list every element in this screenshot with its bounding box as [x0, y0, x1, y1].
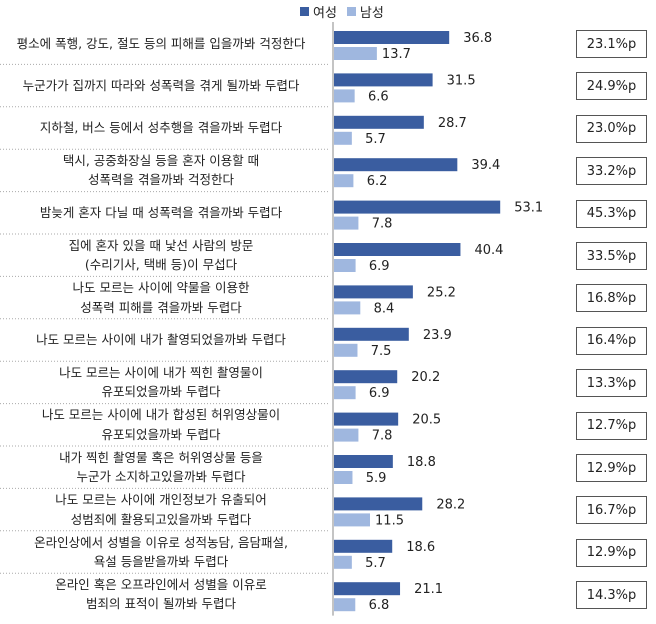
data-label-male: 6.8 — [369, 598, 390, 613]
bar-female — [334, 285, 413, 299]
bar-female — [334, 31, 450, 44]
data-label-female: 20.5 — [412, 413, 441, 428]
legend-label-female: 여성 — [313, 5, 337, 21]
legend-swatch-female — [300, 6, 309, 16]
data-label-male: 5.7 — [365, 132, 386, 147]
data-label-female: 23.9 — [423, 328, 452, 343]
bar-female — [334, 327, 409, 341]
data-label-female: 28.7 — [438, 116, 467, 131]
bar-female — [334, 497, 423, 511]
bar-female — [334, 200, 501, 214]
legend-item-male: 남성 — [346, 2, 384, 21]
bar-female — [334, 539, 393, 553]
chart-legend: 여성 남성 — [300, 2, 394, 21]
bar-male — [334, 598, 356, 612]
data-label-female: 18.8 — [407, 455, 436, 470]
data-label-female: 20.2 — [411, 370, 440, 385]
bar-female — [334, 158, 458, 172]
data-label-female: 40.4 — [474, 243, 503, 258]
legend-label-male: 남성 — [359, 5, 384, 21]
data-label-male: 6.6 — [368, 89, 389, 104]
bar-male — [334, 428, 359, 442]
bar-male — [334, 301, 361, 315]
legend-item-female: 여성 — [300, 2, 337, 21]
bar-male — [334, 259, 356, 272]
data-label-female: 28.2 — [436, 497, 465, 512]
bar-male — [334, 174, 354, 188]
bar-male — [334, 131, 352, 145]
data-label-male: 7.5 — [371, 344, 392, 359]
data-label-female: 53.1 — [514, 201, 543, 216]
bar-female — [334, 73, 433, 87]
data-label-female: 36.8 — [463, 31, 492, 46]
bar-male — [334, 513, 370, 527]
bar-male — [334, 216, 359, 230]
data-label-male: 6.2 — [367, 174, 388, 189]
bar-male — [334, 47, 377, 60]
bar-male — [334, 89, 355, 103]
bar-male — [334, 471, 353, 484]
data-label-male: 5.7 — [365, 556, 386, 571]
bar-male — [334, 555, 352, 569]
data-label-male: 11.5 — [375, 513, 404, 528]
data-label-female: 31.5 — [447, 73, 476, 88]
bar-female — [334, 243, 461, 256]
bar-female — [334, 455, 393, 468]
bar-female — [334, 370, 398, 384]
data-label-female: 18.6 — [406, 540, 435, 555]
data-label-female: 25.2 — [427, 285, 456, 300]
bar-female — [334, 412, 399, 426]
data-label-female: 39.4 — [471, 158, 500, 173]
legend-swatch-male — [346, 6, 356, 16]
data-label-male: 7.8 — [372, 429, 393, 444]
data-label-male: 5.9 — [366, 471, 387, 486]
data-label-male: 7.8 — [372, 217, 393, 232]
data-label-male: 6.9 — [369, 259, 390, 274]
bar-female — [334, 582, 401, 596]
data-label-male: 13.7 — [382, 47, 411, 62]
data-label-male: 8.4 — [374, 301, 395, 316]
data-label-female: 21.1 — [414, 582, 443, 597]
bar-female — [334, 115, 424, 129]
data-label-male: 6.9 — [369, 386, 390, 401]
bar-male — [334, 343, 358, 357]
bar-male — [334, 386, 356, 400]
